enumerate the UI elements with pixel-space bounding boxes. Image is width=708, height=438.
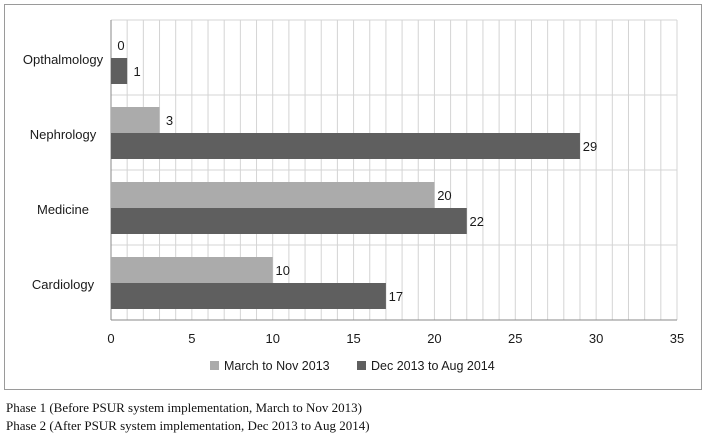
bar — [111, 182, 435, 208]
bar — [111, 133, 580, 159]
x-tick-label: 35 — [670, 331, 684, 346]
bar — [111, 283, 386, 309]
category-label: Cardiology — [32, 277, 95, 292]
chart-frame — [4, 4, 702, 390]
x-tick-label: 30 — [589, 331, 603, 346]
category-label: Nephrology — [30, 127, 97, 142]
data-label: 20 — [437, 188, 451, 203]
x-tick-label: 5 — [188, 331, 195, 346]
legend-label: March to Nov 2013 — [224, 359, 330, 373]
phase-1-note: Phase 1 (Before PSUR system implementati… — [6, 400, 363, 415]
legend-swatch — [210, 361, 219, 370]
data-label: 3 — [166, 113, 173, 128]
bar — [111, 208, 467, 234]
data-label: 1 — [134, 64, 141, 79]
data-label: 29 — [583, 139, 597, 154]
category-label: Opthalmology — [23, 52, 104, 67]
x-tick-label: 25 — [508, 331, 522, 346]
bar — [111, 107, 160, 133]
legend-label: Dec 2013 to Aug 2014 — [371, 359, 495, 373]
x-tick-label: 10 — [265, 331, 279, 346]
legend-swatch — [357, 361, 366, 370]
data-label: 0 — [117, 38, 124, 53]
x-tick-label: 15 — [346, 331, 360, 346]
data-label: 17 — [389, 289, 403, 304]
data-label: 22 — [470, 214, 484, 229]
x-tick-label: 0 — [107, 331, 114, 346]
phase-2-note: Phase 2 (After PSUR system implementatio… — [6, 418, 370, 433]
bar — [111, 257, 273, 283]
category-label: Medicine — [37, 202, 89, 217]
bar — [111, 58, 128, 84]
data-label: 10 — [275, 263, 289, 278]
x-tick-label: 20 — [427, 331, 441, 346]
